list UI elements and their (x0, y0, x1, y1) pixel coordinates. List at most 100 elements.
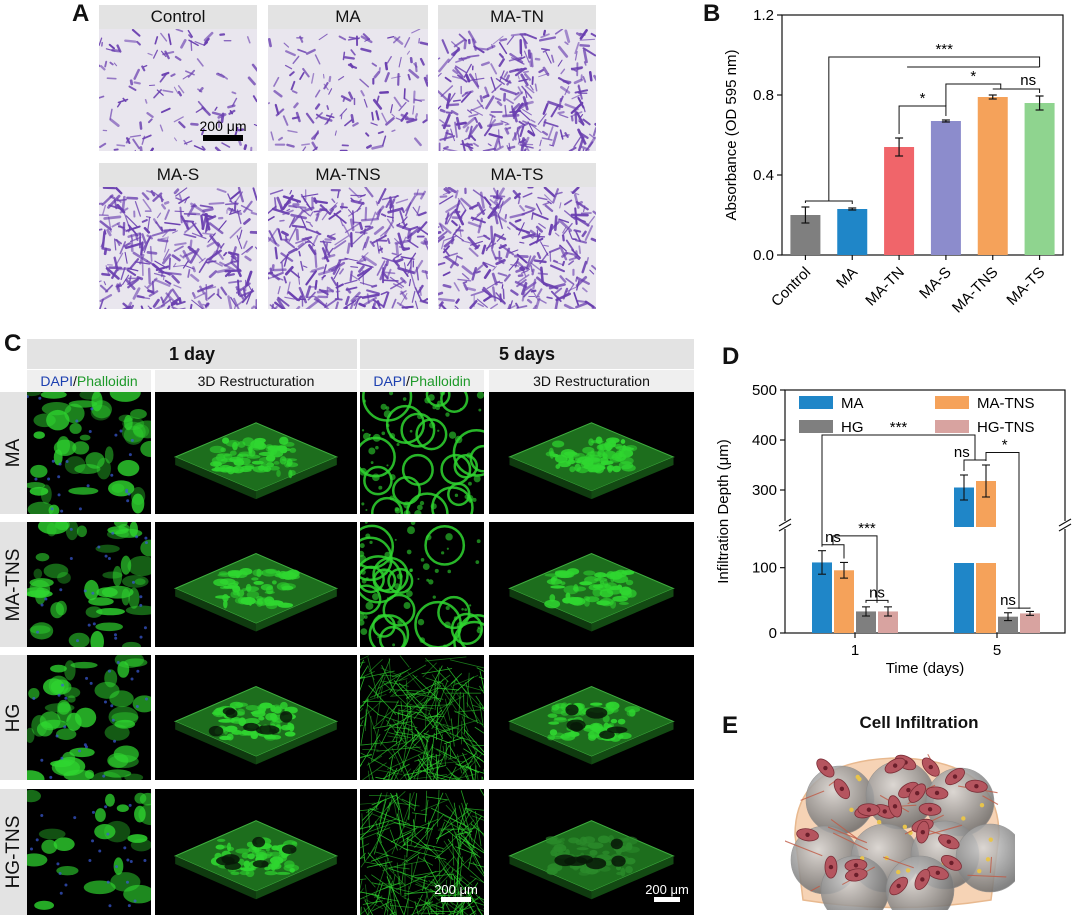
crystal-violet-image-ma-tns (268, 187, 428, 309)
legend-swatch-hg (799, 420, 833, 433)
bar-break-gap (953, 527, 975, 563)
bracket-triple-star (828, 56, 1041, 201)
fiber (926, 824, 963, 836)
y-tick-label: 0.0 (753, 247, 774, 264)
axis-break-mark-right (1058, 523, 1072, 532)
panel-a-label-ma-s: MA-S (99, 163, 257, 187)
cell-nucleus (892, 804, 898, 809)
row-label-text: MA-TNS (2, 548, 24, 621)
cell-nucleus (828, 864, 834, 870)
restructuration-3d-image (489, 392, 694, 514)
panel-a-label-control: Control (99, 5, 257, 29)
cell-nucleus (823, 765, 828, 771)
crystal-violet-image-ma (268, 29, 428, 151)
panel-c-row-label-ma: MA (0, 392, 27, 514)
bracket-d1-ma-hg (832, 535, 878, 603)
fiber (827, 826, 868, 844)
x-axis-label: Time (days) (886, 660, 965, 677)
confocal-image (360, 522, 484, 647)
y-tick-label: 1.2 (753, 7, 774, 24)
microscopy-texture (99, 187, 257, 309)
x-tick-label: Control (768, 264, 814, 310)
x-tick-label: 5 (993, 642, 1001, 659)
confocal-image (27, 392, 151, 514)
cell-nucleus (949, 860, 954, 866)
y-tick-label: 400 (752, 432, 777, 449)
bracket-d5-hg-hgtns (1007, 607, 1031, 609)
bracket-d5-hg-hgtns-label: ns (1000, 592, 1016, 609)
scale-bar-label: 200 μm (434, 882, 478, 897)
bracket-d5-matns-hg-label: * (1002, 437, 1008, 454)
bracket-day1-day5-label: *** (890, 419, 908, 436)
bracket-d1-ma-matns (821, 544, 845, 559)
cell-nucleus (946, 839, 952, 844)
phalloidin-label: Phalloidin (76, 373, 138, 389)
cell-nucleus (866, 807, 872, 812)
cell-nucleus (896, 883, 901, 889)
legend-label-hg: HG (841, 419, 864, 436)
confocal-image (27, 655, 151, 780)
bar-ma (837, 209, 868, 255)
cell-nucleus (920, 877, 925, 882)
bracket-ma-tn-ma-s (898, 105, 947, 134)
x-tick-label: MA-S (916, 264, 955, 303)
bar-hg-day1 (856, 611, 876, 633)
phalloidin-label: Phalloidin (409, 373, 471, 389)
fiber (989, 856, 993, 873)
axis-break-mark-right (1058, 518, 1072, 527)
row-label-text: HG-TNS (2, 815, 24, 889)
x-tick-label: MA (833, 264, 861, 292)
nanoparticle (979, 802, 985, 808)
bracket-triple-star-label: *** (935, 41, 953, 58)
panel-letter-b: B (703, 0, 721, 27)
nanoparticle (849, 807, 854, 813)
row-label-text: HG (2, 703, 24, 732)
bracket-ma-s-ma-tns (945, 83, 1002, 106)
panel-c-scale-bar-1: 200 μm (432, 882, 480, 904)
x-tick-label: 1 (851, 642, 859, 659)
y-tick-label: 100 (752, 560, 777, 577)
panel-c-row-label-hg: HG (0, 655, 27, 780)
panel-b-absorbance-chart: 0.0 0.4 0.8 1.2 Absorbance (OD 595 nm) Contro… (723, 7, 1064, 316)
panel-a-scale-bar: 200 μm (195, 118, 251, 141)
microsphere (805, 765, 875, 835)
stain-separator: / (73, 373, 77, 389)
fiber (882, 856, 914, 869)
scale-bar-line (441, 897, 471, 902)
crystal-violet-image-ma-ts (438, 187, 596, 309)
axis-break-mask-right (1057, 521, 1073, 529)
restructuration-3d-image (155, 655, 357, 780)
fiber (830, 819, 858, 839)
panel-letter-e: E (722, 712, 739, 739)
cell-nucleus (915, 790, 920, 796)
y-tick-label: 0 (769, 625, 777, 642)
crystal-violet-image-control (99, 29, 257, 151)
panel-c-row-label-hg-tns: HG-TNS (0, 789, 27, 915)
fiber (982, 795, 999, 806)
restructuration-3d-image (489, 789, 694, 915)
microscopy-texture (99, 29, 257, 151)
bracket-ma-tn-ma-s-label: * (920, 90, 926, 107)
microscopy-texture (268, 187, 428, 309)
scale-bar-line (654, 897, 680, 902)
bracket-day1-day5 (821, 434, 976, 547)
confocal-image (360, 789, 484, 915)
cell-infiltration-schematic (785, 754, 1015, 910)
restructuration-3d-image (489, 522, 694, 647)
bar-hg-tns-day5 (1020, 613, 1040, 633)
crystal-violet-image-ma-s (99, 187, 257, 309)
cell-nucleus (934, 790, 940, 796)
microscopy-texture (438, 29, 596, 151)
nanoparticle (896, 869, 901, 875)
nanoparticle (985, 857, 991, 862)
cell-nucleus (928, 764, 933, 770)
confocal-image (360, 655, 484, 780)
legend-label-hg-tns: HG-TNS (977, 419, 1035, 436)
axis-break-mark-left (778, 518, 792, 527)
cell-nucleus (920, 829, 926, 835)
bar-ma-ts (1024, 103, 1055, 255)
axis-break-mark-left (778, 523, 792, 532)
panel-c-header-1-day: 1 day (27, 339, 357, 369)
cell-nucleus (854, 872, 859, 878)
nanoparticle (902, 824, 908, 830)
